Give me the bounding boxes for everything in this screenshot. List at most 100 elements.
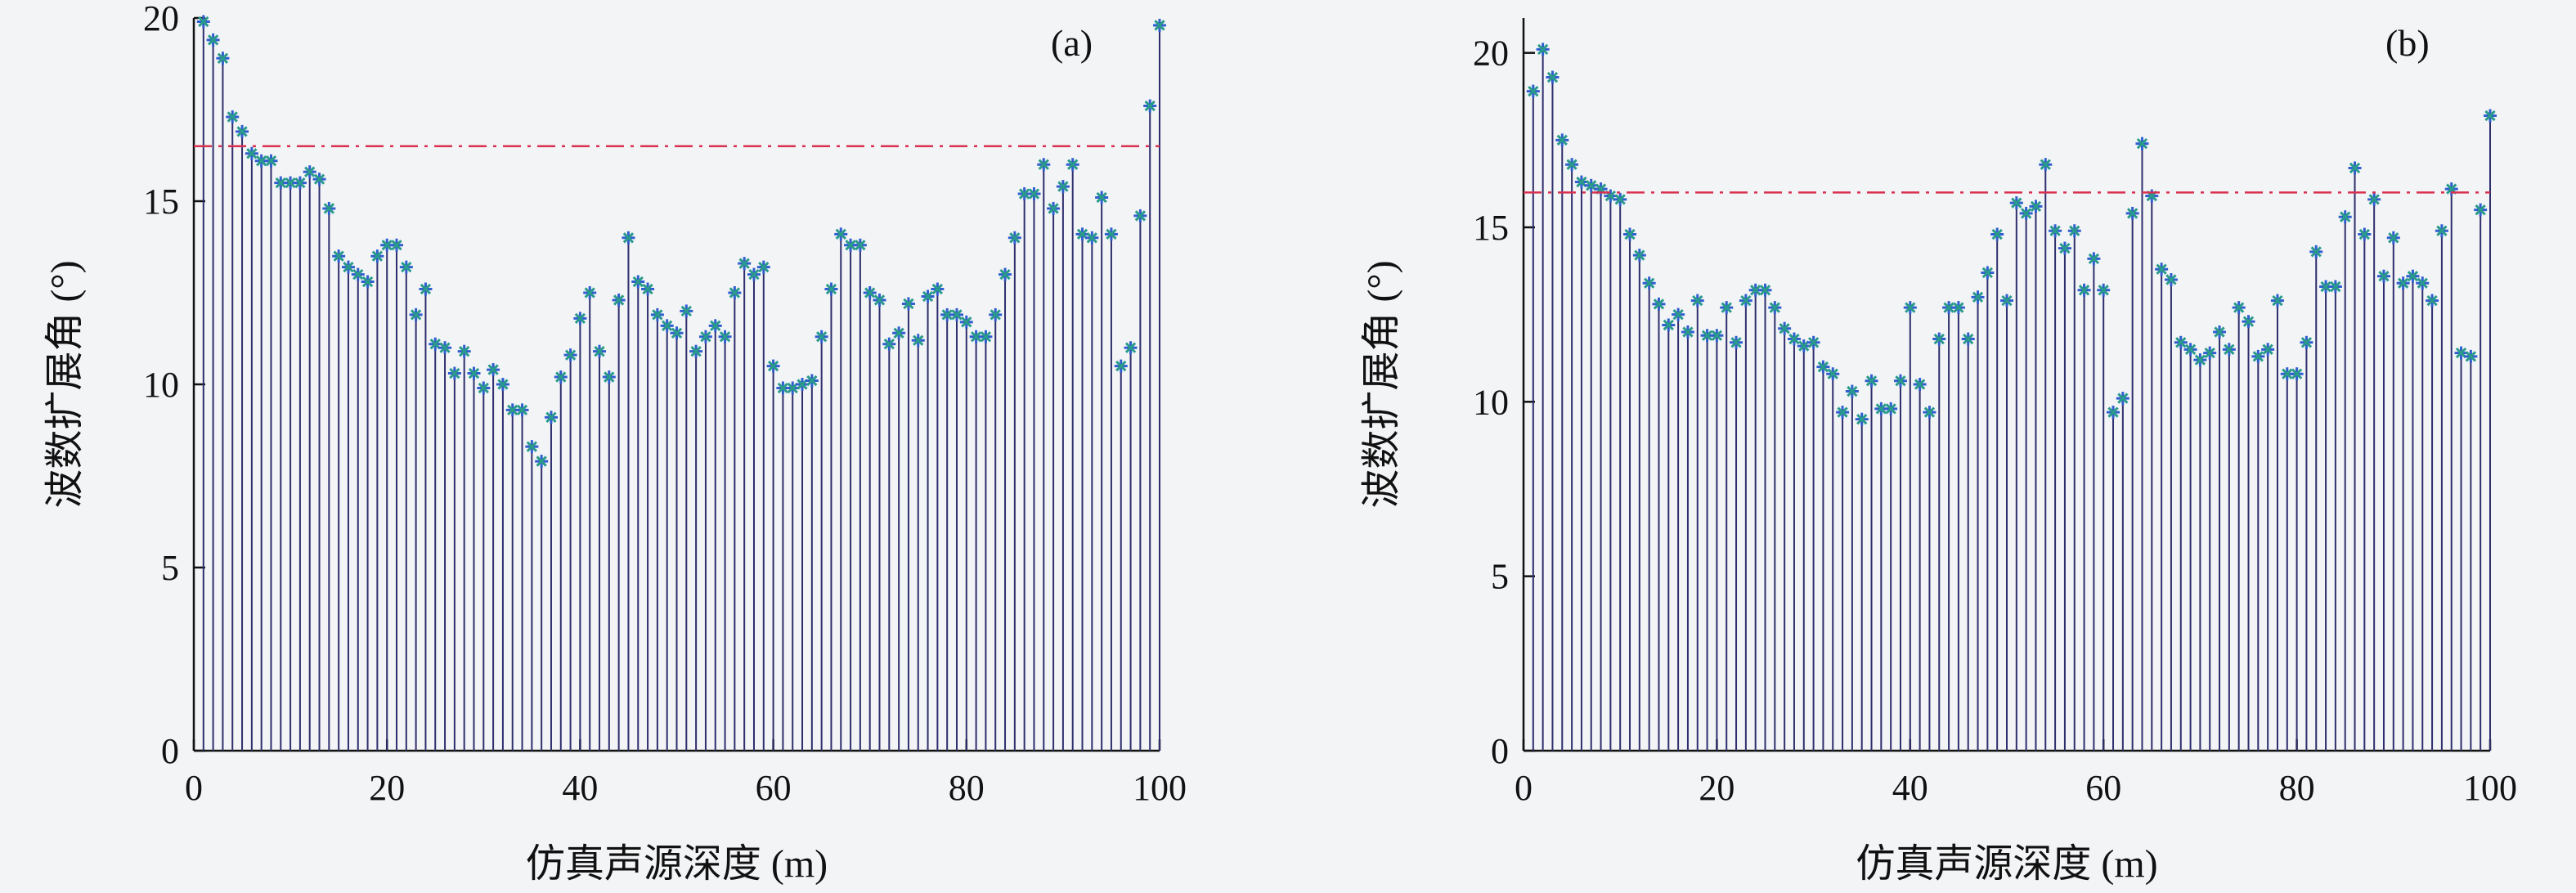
panel-a-x-tick-label: 0 <box>185 768 203 808</box>
panel-a-marker <box>805 374 819 388</box>
panel-a-marker <box>351 267 365 281</box>
panel-b-marker <box>2000 294 2013 307</box>
panel-a-marker <box>738 257 752 271</box>
panel-b-marker <box>1662 318 1676 332</box>
panel-a-y-tick-label: 15 <box>143 182 179 222</box>
panel-a-label: (a) <box>1051 22 1093 64</box>
panel-b-y-tick-label: 20 <box>1473 34 1509 74</box>
panel-b-marker <box>2222 343 2236 357</box>
panel-b-y-tick-label: 10 <box>1473 382 1509 422</box>
panel-a-marker <box>622 231 635 245</box>
panel-b-marker <box>1806 335 1820 349</box>
panel-b-marker <box>2358 227 2372 241</box>
panel-a-x-tick-label: 60 <box>756 768 792 808</box>
panel-b-marker <box>2164 273 2178 286</box>
panel-a-marker <box>921 289 935 303</box>
panel-b-marker <box>2416 276 2430 290</box>
panel-a-marker <box>563 348 577 362</box>
panel-b-marker <box>2242 315 2255 329</box>
panel-a-marker <box>341 260 355 274</box>
panel-a-marker <box>477 381 491 395</box>
panel-b-marker <box>2213 325 2227 339</box>
panel-a-marker <box>593 344 607 358</box>
panel-a-marker <box>206 33 220 47</box>
panel-a-marker <box>236 124 249 138</box>
panel-b-marker <box>2484 109 2497 123</box>
panel-a-marker <box>1017 187 1031 201</box>
panel-b-marker <box>2444 182 2458 196</box>
panel-a-marker <box>1056 180 1070 194</box>
panel-b-marker <box>1710 329 1724 343</box>
panel-b-marker <box>2300 335 2313 349</box>
panel-a-y-tick-label: 10 <box>143 365 179 405</box>
panel-b-marker <box>2087 252 2101 266</box>
panel-a-marker <box>1153 18 1166 32</box>
panel-b-marker <box>2406 269 2420 283</box>
panel-b-marker <box>1584 178 1598 192</box>
panel-b-marker <box>2203 346 2217 360</box>
panel-b-x-tick-label: 100 <box>2463 768 2517 808</box>
panel-b-marker <box>2270 294 2284 307</box>
panel-a-marker <box>670 326 684 340</box>
panel-a-marker <box>447 366 461 380</box>
panel-a-x-tick-label: 80 <box>949 768 985 808</box>
panel-a-marker <box>264 154 278 168</box>
panel-a-marker <box>196 15 210 29</box>
panel-a-marker <box>303 165 316 179</box>
panel-b-marker <box>2009 196 2023 210</box>
panel-a-marker <box>322 201 336 215</box>
panel-b-marker <box>1778 321 1792 335</box>
panel-a-y-axis-label: 波数扩展角 (°) <box>43 260 87 508</box>
panel-a-marker <box>1143 99 1157 113</box>
panel-a-x-axis-label: 仿真声源深度 (m) <box>526 842 828 886</box>
panel-a-marker <box>1104 227 1118 241</box>
panel-b-marker <box>2290 367 2304 381</box>
panel-a-marker <box>370 249 384 263</box>
panel-b-marker <box>2280 367 2294 381</box>
panel-b-y-axis-label: 波数扩展角 (°) <box>1360 260 1403 508</box>
panel-b-marker <box>1681 325 1694 339</box>
panel-b-label: (b) <box>2385 22 2430 64</box>
panel-a-marker <box>815 330 828 343</box>
panel-a-marker <box>940 307 954 321</box>
panel-b-marker <box>2135 137 2149 150</box>
panel-a-marker <box>226 110 240 123</box>
panel-a-marker <box>332 249 346 263</box>
chart-panel-a: 0 5 10 15 20 0 20 40 60 80 100 (a) 仿真声源深度 (m) 波数扩展角 (… <box>43 0 1187 886</box>
panel-a-marker <box>1114 359 1128 373</box>
panel-a-marker <box>949 307 963 321</box>
panel-a-marker <box>931 282 945 296</box>
panel-a-marker <box>554 370 568 384</box>
panel-b-marker <box>1961 332 1975 346</box>
panel-b-marker <box>2097 283 2111 297</box>
panel-b-marker <box>1642 276 1656 290</box>
panel-b-marker <box>1855 412 1869 426</box>
panel-a-marker <box>216 52 230 65</box>
panel-b-marker <box>1942 301 1956 315</box>
panel-a-marker <box>496 378 509 391</box>
panel-b-marker <box>1816 360 1830 374</box>
panel-b-marker <box>1526 84 1540 98</box>
panel-b-x-tick-label: 0 <box>1515 768 1533 808</box>
panel-b-y-tick-label: 15 <box>1473 208 1509 248</box>
panel-a-marker <box>1037 158 1051 172</box>
panel-a-marker <box>660 319 674 333</box>
panel-b-marker <box>1536 43 1550 56</box>
panel-b-marker <box>1787 332 1801 346</box>
panel-a-marker <box>535 455 549 469</box>
panel-b-marker <box>1923 406 1936 420</box>
panel-a-marker <box>515 403 529 417</box>
panel-b-marker <box>1797 339 1811 353</box>
panel-b-marker <box>1739 294 1752 307</box>
panel-a-marker <box>1095 191 1109 204</box>
panel-b-marker <box>2328 280 2342 294</box>
panel-b-marker <box>1623 227 1637 241</box>
panel-b-marker <box>1672 307 1685 321</box>
panel-b-x-tick-label: 80 <box>2279 768 2315 808</box>
panel-a-marker <box>989 307 1003 321</box>
panel-a-marker <box>911 334 925 348</box>
panel-b-marker <box>1546 70 1560 84</box>
panel-b-marker <box>1884 402 1898 415</box>
panel-a-marker <box>419 282 433 296</box>
